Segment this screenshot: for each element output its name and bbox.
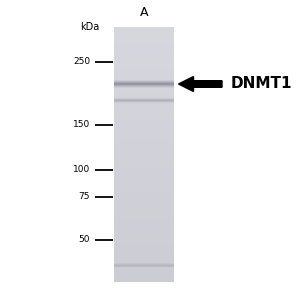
Bar — [114, 180, 174, 183]
Bar — [114, 132, 174, 135]
Bar — [114, 56, 174, 59]
Bar — [114, 167, 174, 170]
Bar — [114, 46, 174, 49]
Bar — [114, 266, 174, 269]
Bar — [114, 199, 174, 202]
Bar — [114, 43, 174, 46]
Bar — [114, 186, 174, 190]
Bar — [114, 40, 174, 43]
Bar — [114, 161, 174, 164]
Bar — [114, 221, 174, 225]
Bar — [114, 91, 174, 94]
Bar — [114, 215, 174, 218]
Bar — [114, 103, 174, 107]
Bar — [114, 30, 174, 33]
Bar — [114, 84, 174, 88]
Bar — [114, 148, 174, 151]
Bar — [114, 107, 174, 110]
Bar — [114, 158, 174, 161]
Text: 150: 150 — [73, 120, 90, 129]
Bar — [114, 231, 174, 234]
Bar — [114, 37, 174, 40]
Text: 50: 50 — [79, 236, 90, 244]
Bar — [114, 253, 174, 256]
Bar — [114, 234, 174, 237]
Bar — [114, 123, 174, 126]
Bar — [114, 59, 174, 62]
Bar — [114, 164, 174, 167]
Bar — [114, 190, 174, 193]
Bar — [114, 260, 174, 263]
Bar — [114, 94, 174, 97]
Bar — [114, 78, 174, 81]
Text: 100: 100 — [73, 165, 90, 174]
Bar — [114, 52, 174, 56]
Bar — [114, 100, 174, 103]
Bar — [114, 62, 174, 65]
Bar — [114, 276, 174, 279]
Bar — [114, 129, 174, 132]
Bar — [114, 151, 174, 154]
Bar — [114, 218, 174, 221]
Bar — [114, 263, 174, 266]
Bar — [114, 97, 174, 100]
Text: 75: 75 — [79, 192, 90, 201]
FancyArrow shape — [178, 76, 222, 92]
Bar — [114, 142, 174, 145]
Bar — [114, 116, 174, 119]
Bar — [114, 244, 174, 247]
Text: kDa: kDa — [80, 22, 100, 32]
Bar — [114, 237, 174, 241]
Bar — [114, 196, 174, 199]
Bar — [114, 269, 174, 272]
Bar — [114, 145, 174, 148]
Bar — [114, 202, 174, 206]
Bar — [114, 212, 174, 215]
Bar — [114, 247, 174, 250]
Bar — [114, 154, 174, 158]
Bar — [114, 135, 174, 139]
Bar — [114, 49, 174, 52]
Bar — [114, 193, 174, 196]
Bar — [114, 88, 174, 91]
Bar — [114, 81, 174, 84]
Bar — [114, 206, 174, 209]
Text: DNMT1: DNMT1 — [231, 76, 292, 92]
Bar — [114, 250, 174, 253]
Bar — [114, 139, 174, 142]
Bar — [114, 228, 174, 231]
Text: A: A — [140, 7, 148, 20]
Bar — [114, 174, 174, 177]
Bar — [114, 126, 174, 129]
Bar — [114, 65, 174, 68]
Bar — [114, 225, 174, 228]
Bar — [114, 27, 174, 30]
Text: 250: 250 — [73, 57, 90, 66]
Bar — [114, 272, 174, 276]
Bar — [114, 72, 174, 75]
Bar — [114, 183, 174, 186]
Bar — [114, 75, 174, 78]
Bar — [114, 110, 174, 113]
Bar — [114, 33, 174, 37]
Bar — [114, 256, 174, 260]
Bar — [114, 113, 174, 116]
Bar — [114, 177, 174, 180]
Bar — [114, 170, 174, 174]
Bar — [114, 209, 174, 212]
Bar — [114, 241, 174, 244]
Bar — [114, 119, 174, 123]
Bar — [114, 68, 174, 72]
Bar — [114, 279, 174, 282]
